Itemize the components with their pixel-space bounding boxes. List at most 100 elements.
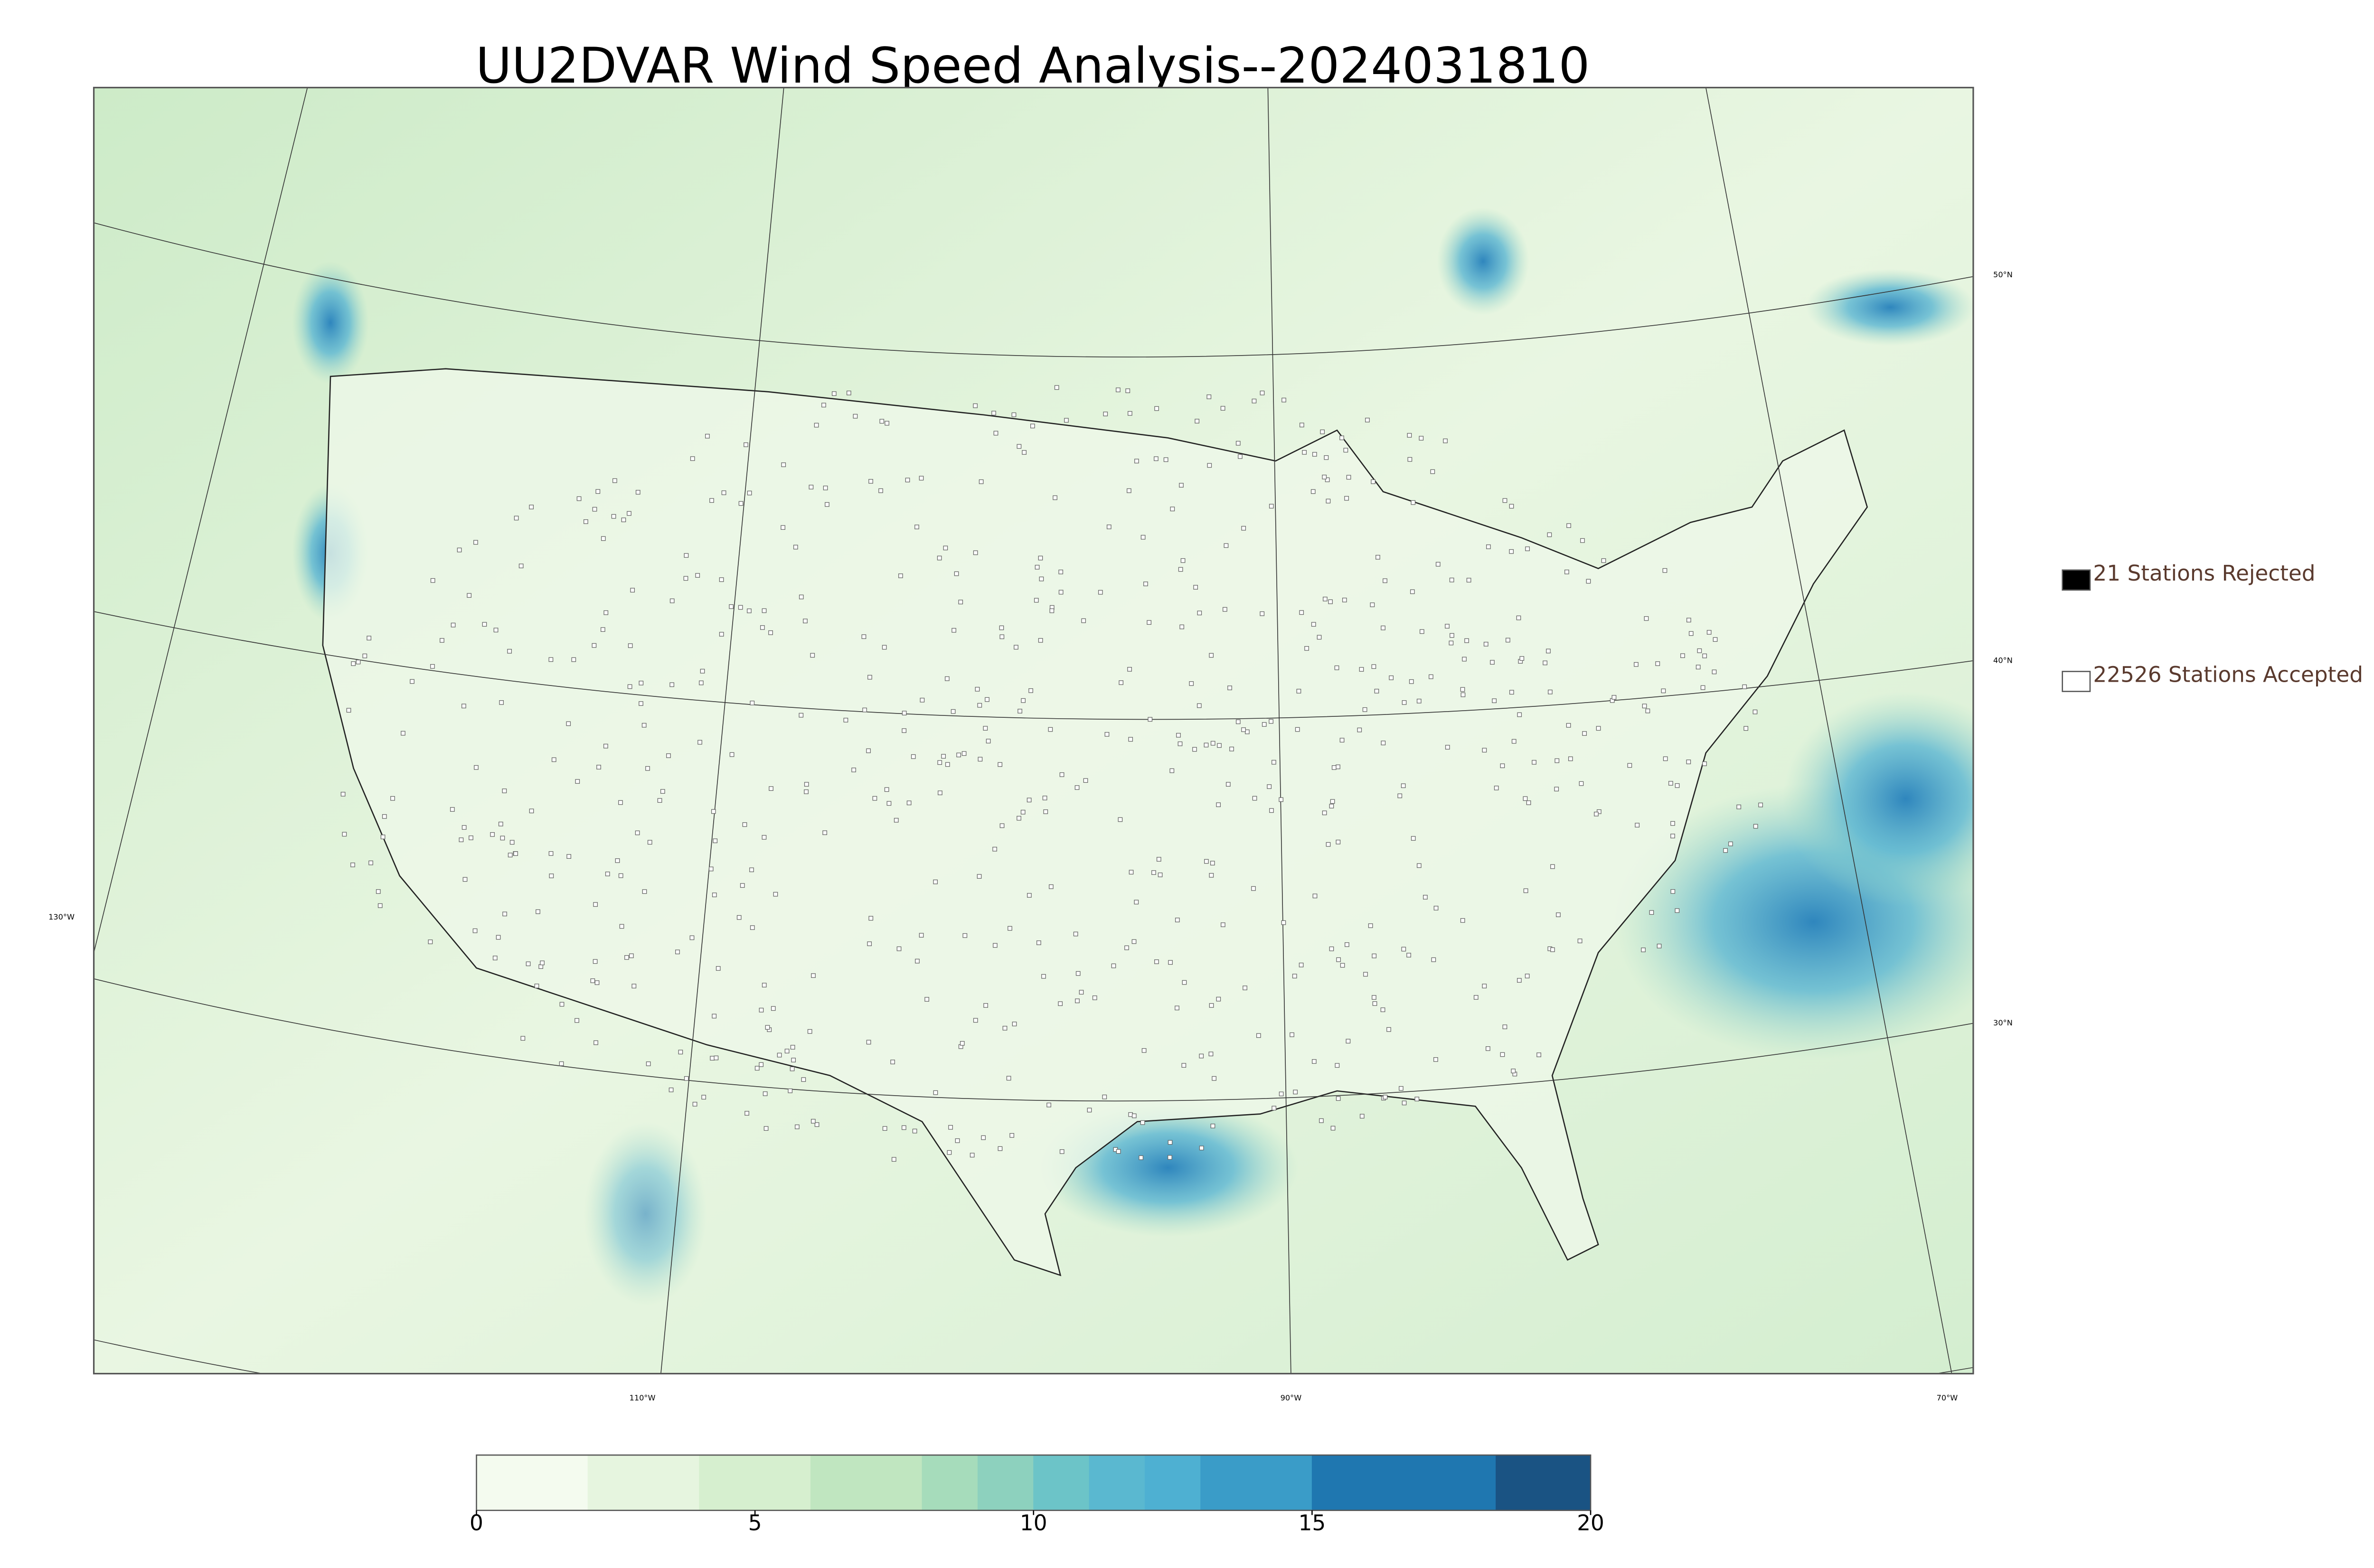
station-marker: [868, 479, 873, 484]
station-marker: [1168, 1155, 1172, 1160]
station-marker: [1129, 870, 1134, 875]
station-marker: [1473, 995, 1479, 1000]
colorbar-tick-label: 0: [470, 1510, 483, 1535]
station-marker: [1450, 633, 1454, 638]
station-marker: [886, 801, 892, 806]
station-marker: [977, 703, 982, 708]
station-marker: [1346, 475, 1351, 480]
station-marker: [1419, 436, 1424, 441]
station-marker: [716, 966, 721, 971]
station-marker: [1017, 709, 1022, 714]
station-marker: [1243, 986, 1247, 990]
station-marker: [1686, 618, 1691, 623]
station-marker: [1401, 947, 1406, 952]
station-marker: [1074, 785, 1080, 790]
station-marker: [1304, 646, 1309, 651]
station-marker: [1634, 662, 1639, 667]
station-marker: [1193, 585, 1198, 590]
station-marker: [520, 1036, 526, 1041]
station-marker: [1670, 889, 1676, 894]
station-marker: [1635, 823, 1640, 828]
station-marker: [773, 892, 778, 897]
station-marker: [1147, 620, 1152, 625]
station-marker: [993, 943, 998, 948]
station-marker: [1220, 406, 1225, 411]
station-marker: [1059, 772, 1065, 777]
station-marker: [1103, 412, 1108, 416]
station-marker: [882, 1126, 887, 1131]
station-marker: [1713, 637, 1718, 642]
station-marker: [1128, 411, 1132, 416]
station-marker: [1416, 698, 1422, 704]
station-marker: [763, 1091, 768, 1096]
station-marker: [1435, 562, 1441, 567]
station-marker: [795, 1124, 800, 1129]
station-marker: [1482, 748, 1487, 753]
station-marker: [1492, 698, 1497, 704]
station-marker: [901, 1125, 906, 1130]
wind-blob: [1782, 691, 1973, 907]
station-marker: [1225, 782, 1231, 787]
station-marker: [740, 883, 745, 888]
station-marker: [472, 928, 478, 933]
station-marker: [747, 608, 752, 613]
station-marker: [1209, 873, 1214, 878]
station-marker: [666, 753, 671, 758]
station-marker: [793, 545, 798, 550]
station-marker: [985, 697, 989, 702]
station-marker: [1375, 554, 1380, 560]
station-marker: [993, 431, 999, 436]
station-marker: [1075, 998, 1080, 1004]
station-marker: [502, 911, 507, 917]
station-marker: [1216, 802, 1221, 807]
station-marker: [1525, 974, 1530, 978]
station-marker: [1059, 1149, 1065, 1154]
map-frame: [93, 86, 1974, 1375]
station-marker: [975, 686, 980, 692]
station-marker: [750, 700, 755, 705]
station-marker: [548, 657, 554, 662]
station-marker: [1536, 1052, 1541, 1057]
station-marker: [1431, 957, 1436, 962]
station-marker: [1206, 394, 1212, 399]
station-marker: [1199, 1053, 1204, 1059]
station-marker: [777, 1052, 782, 1058]
station-marker: [695, 573, 700, 578]
station-marker: [1523, 888, 1528, 893]
station-marker: [705, 433, 710, 439]
station-marker: [380, 835, 386, 839]
wind-blob: [584, 1121, 707, 1306]
station-marker: [902, 728, 907, 733]
station-marker: [1260, 390, 1265, 395]
station-marker: [1204, 742, 1209, 748]
station-marker: [1433, 1057, 1438, 1062]
station-marker: [804, 782, 809, 787]
station-marker: [867, 941, 872, 946]
lon-label: 70°W: [1937, 1393, 1958, 1402]
station-marker: [1675, 908, 1680, 913]
station-marker: [1154, 456, 1159, 461]
station-marker: [1139, 1155, 1144, 1160]
station-marker: [1466, 578, 1471, 582]
station-marker: [1048, 727, 1053, 732]
legend-label: 22526 Stations Accepted: [2093, 662, 2363, 687]
station-marker: [1641, 948, 1646, 952]
station-marker: [843, 718, 848, 723]
colorbar-tick-label: 5: [748, 1510, 762, 1535]
station-marker: [729, 752, 735, 757]
station-marker: [983, 726, 988, 731]
station-marker: [1204, 859, 1209, 864]
colorbar-tick-label: 10: [1020, 1510, 1047, 1535]
station-marker: [1252, 796, 1257, 801]
colorbar: 0 5 10 15 20: [470, 1454, 1604, 1535]
station-marker: [1411, 836, 1416, 841]
station-marker: [973, 550, 978, 555]
station-marker: [1295, 727, 1300, 732]
station-marker: [1532, 760, 1536, 765]
station-marker: [601, 536, 606, 541]
station-marker: [1049, 884, 1054, 889]
station-marker: [540, 960, 545, 966]
station-marker: [788, 1088, 793, 1093]
station-marker: [1046, 1102, 1051, 1108]
station-marker: [1655, 661, 1660, 666]
